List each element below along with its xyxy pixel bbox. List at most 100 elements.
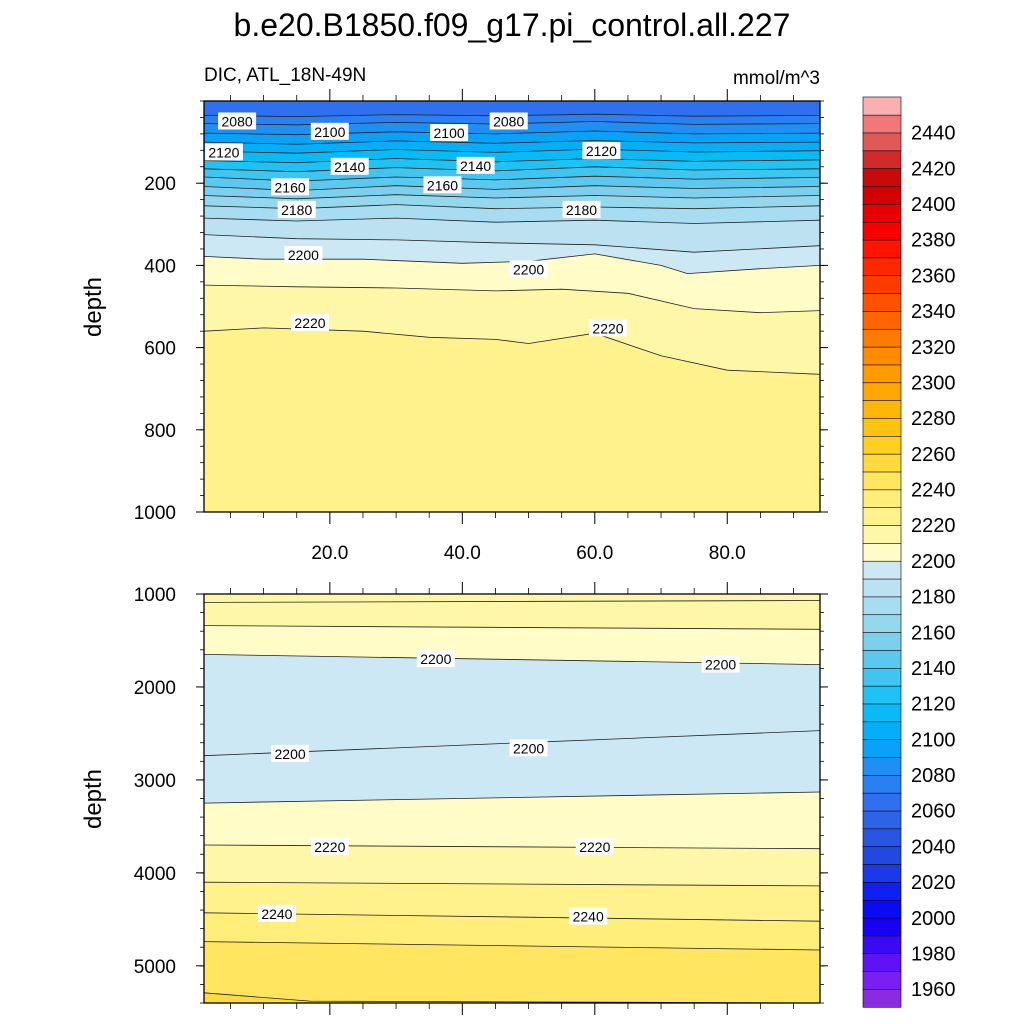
colorbar-tick-label: 2160: [911, 622, 956, 644]
colorbar-box: [862, 810, 902, 830]
contour-band-2140: [204, 176, 820, 191]
colorbar-tick-label: 2380: [911, 230, 956, 252]
colorbar-box: [862, 881, 902, 901]
colorbar-box: [862, 328, 902, 348]
colorbar-box: [862, 114, 902, 134]
contour-label-box: [456, 156, 495, 174]
colorbar-tick-label: 2400: [911, 194, 956, 216]
contour-band-2220: [204, 882, 820, 922]
colorbar-box: [862, 971, 902, 990]
contour-label-box: [284, 246, 323, 264]
colorbar-box: [862, 96, 902, 116]
contour-band-2220: [204, 327, 820, 512]
contour-label-box: [271, 744, 310, 762]
contour-band-2240: [204, 941, 820, 1003]
contour-line-2200: [204, 791, 820, 804]
colorbar-tick-label: 2080: [911, 765, 956, 787]
colorbar-box: [862, 257, 902, 277]
colorbar-box: [862, 578, 902, 598]
contour-label-box: [562, 200, 601, 218]
contour-label: 2200: [275, 746, 306, 762]
colorbar-tick-label: 2220: [911, 515, 956, 537]
contour-label: 2120: [586, 143, 617, 159]
contour-label: 2080: [222, 114, 253, 130]
lower-y-axis-label: depth: [80, 769, 107, 829]
colorbar-box: [862, 542, 902, 562]
contour-line-2160: [204, 194, 820, 200]
colorbar-box: [862, 239, 902, 259]
contour-label-box: [291, 313, 329, 331]
colorbar-tick-label: 2000: [911, 908, 956, 930]
y-tick-label: 200: [144, 174, 176, 195]
contour-label-box: [310, 122, 349, 140]
contour-label: 2200: [420, 651, 451, 667]
contour-label: 2100: [314, 124, 345, 140]
contour-band-2210: [204, 285, 820, 375]
contour-label-box: [509, 739, 548, 757]
colorbar-tick-label: 2260: [911, 444, 956, 466]
contour-label: 2160: [427, 177, 458, 193]
colorbar-box: [862, 346, 902, 366]
y-tick-label: 1000: [134, 503, 176, 524]
y-tick-label: 4000: [134, 864, 176, 885]
contour-label: 2140: [460, 158, 491, 174]
contour-line-2110: [204, 148, 820, 154]
contour-label: 2080: [493, 114, 524, 130]
y-tick-label: 2000: [134, 678, 176, 699]
chart-subtitle-left: DIC, ATL_18N-49N: [204, 65, 366, 86]
colorbar-tick-label: 2420: [911, 158, 956, 180]
contour-label: 2220: [294, 315, 325, 331]
colorbar-box: [862, 756, 902, 776]
contour-band-2160: [204, 194, 820, 209]
contour-label: 2180: [281, 202, 312, 218]
contour-label: 2200: [513, 740, 544, 756]
colorbar-box: [862, 846, 902, 865]
colorbar-box: [862, 292, 902, 312]
colorbar-tick-label: 2180: [911, 587, 956, 609]
colorbar-tick-label: 2040: [911, 836, 956, 858]
contour-band-2230: [204, 912, 820, 950]
contour-line-2180: [204, 217, 820, 224]
colorbar-box: [862, 828, 902, 848]
contour-label-box: [204, 143, 243, 161]
colorbar-box: [862, 364, 902, 384]
contour-line-2210: [204, 284, 820, 314]
contour-line-2220: [204, 881, 820, 887]
colorbar-box: [862, 917, 902, 937]
colorbar-tick-label: 2020: [911, 872, 956, 894]
chart-units-label: mmol/m^3: [733, 68, 820, 89]
contour-label-box: [569, 907, 608, 925]
chart-layer: 2080 2100 2100 2080 2120 2140 2140 2120 2160 2160…: [134, 89, 956, 1015]
contour-label: 2220: [592, 320, 623, 336]
contour-band-2190: [204, 234, 820, 274]
x-tick-label: 20.0: [311, 543, 348, 564]
contour-label: 2220: [579, 839, 610, 855]
colorbar-box: [862, 132, 902, 152]
colorbar-box: [862, 524, 902, 544]
contour-label: 2240: [573, 909, 604, 925]
contour-line-2190: [204, 234, 820, 253]
colorbar-box: [862, 382, 902, 401]
contour-label-box: [271, 178, 310, 196]
colorbar-box: [862, 614, 902, 633]
colorbar-box: [862, 221, 902, 241]
contour-label-box: [582, 142, 621, 160]
contour-band-2215: [204, 594, 820, 603]
colorbar-tick-label: 2440: [911, 123, 956, 145]
panel-upper-field: 2080 2100 2100 2080 2120 2140 2140 2120 2160 2160…: [204, 101, 820, 512]
contour-line-2230: [204, 912, 820, 922]
contour-label: 2240: [261, 906, 292, 922]
colorbar-box: [862, 774, 902, 794]
x-tick-label: 60.0: [576, 543, 613, 564]
colorbar-tick-label: 2060: [911, 801, 956, 823]
contour-label: 2120: [208, 144, 239, 160]
colorbar-tick-label: 1960: [911, 979, 956, 1001]
colorbar-tick-label: 2340: [911, 301, 956, 323]
contour-band-2065: [204, 101, 820, 117]
colorbar-box: [862, 507, 902, 526]
contour-band-2200: [204, 253, 820, 313]
y-tick-label: 5000: [134, 957, 176, 978]
contour-label: 2180: [566, 202, 597, 218]
contour-band-2250: [204, 992, 820, 1003]
contour-band-2195: [204, 730, 820, 804]
